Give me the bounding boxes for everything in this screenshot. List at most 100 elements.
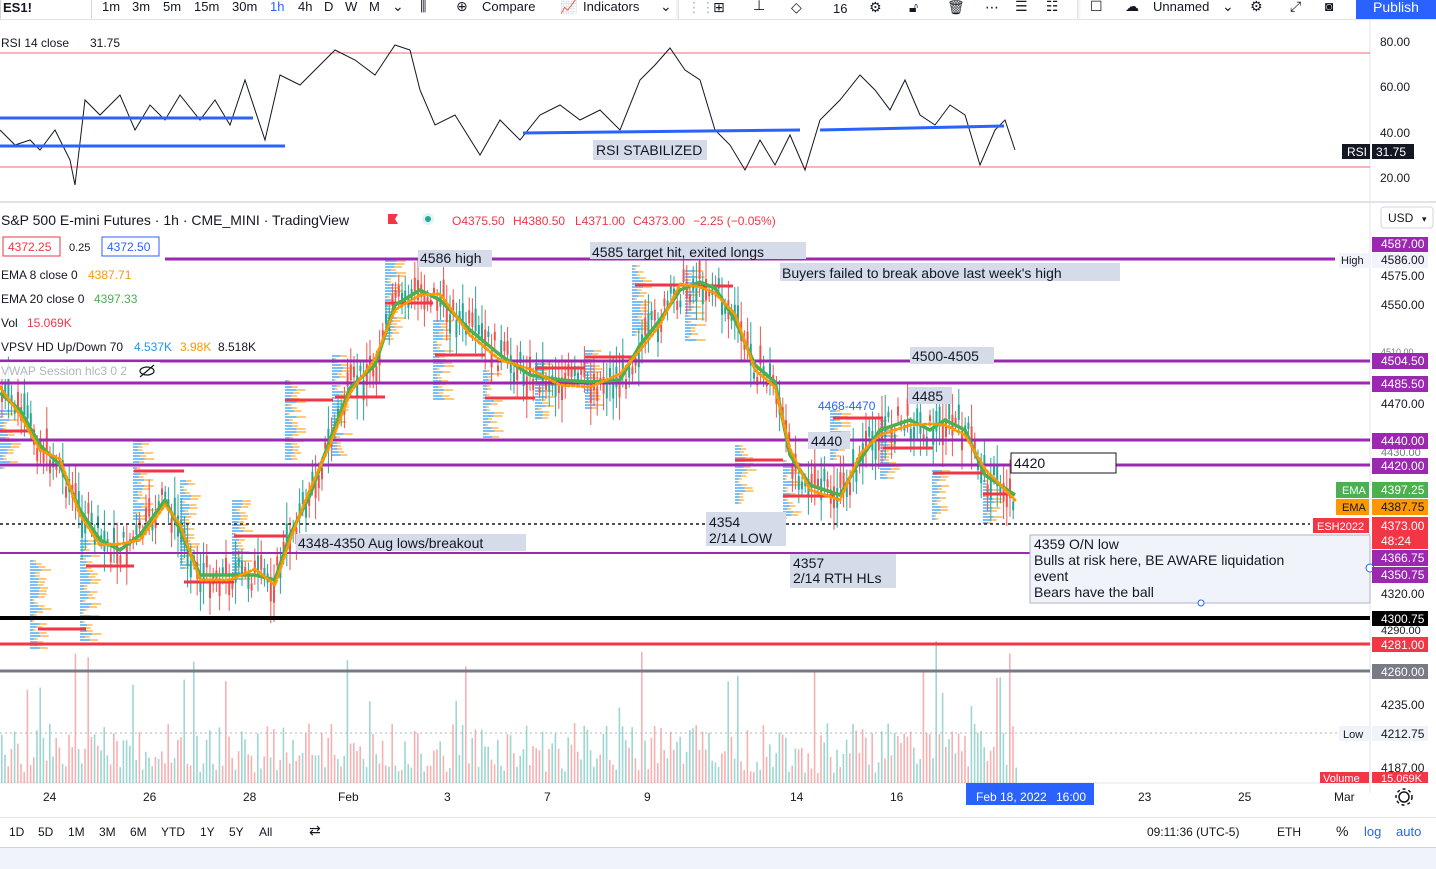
- currency-button[interactable]: [1380, 206, 1434, 229]
- ema20-legend[interactable]: EMA 20 close 0: [1, 292, 85, 306]
- annotation-buyers-failed[interactable]: Buyers failed to break above last week's…: [782, 265, 1062, 281]
- annotation-4440[interactable]: 4440: [811, 433, 842, 449]
- vol-legend[interactable]: Vol: [1, 316, 18, 330]
- line-width-value[interactable]: 16: [833, 1, 848, 16]
- interval-5m[interactable]: 5m: [163, 0, 182, 14]
- sliders-icon[interactable]: ☷: [1046, 0, 1059, 14]
- percent-toggle[interactable]: %: [1336, 823, 1349, 839]
- range-5y[interactable]: 5Y: [229, 825, 244, 839]
- range-6m[interactable]: 6M: [130, 825, 147, 839]
- chevron-down-icon[interactable]: ⌄: [660, 0, 672, 14]
- annotation-2-14-low[interactable]: 2/14 LOW: [709, 530, 773, 546]
- annotation-note-line[interactable]: Bears have the ball: [1034, 584, 1154, 600]
- annotation-rth-hls[interactable]: 2/14 RTH HLs: [793, 570, 881, 586]
- drag-handle-icon[interactable]: ⋮⋮: [687, 0, 715, 15]
- ema8-legend[interactable]: EMA 8 close 0: [1, 268, 78, 282]
- interval-m[interactable]: M: [369, 0, 380, 14]
- annotation-4586-high[interactable]: 4586 high: [420, 250, 482, 266]
- auto-toggle[interactable]: auto: [1396, 824, 1422, 839]
- annotation-4357[interactable]: 4357: [793, 555, 824, 571]
- lock-icon[interactable]: 🔓︎: [909, 0, 919, 15]
- interval-4h[interactable]: 4h: [298, 0, 313, 14]
- annotation-note-line[interactable]: 4359 O/N low: [1034, 536, 1120, 552]
- annotation-box[interactable]: [790, 554, 896, 588]
- chart-area[interactable]: RSI STABILIZED RSI 14 close 31.75 80.00 …: [0, 20, 1436, 817]
- gear-icon[interactable]: ⚙: [869, 0, 882, 15]
- publish-button[interactable]: Publish: [1356, 0, 1436, 19]
- range-1y[interactable]: 1Y: [200, 825, 215, 839]
- indicators-icon[interactable]: 📈: [560, 0, 578, 14]
- annotation-note-line[interactable]: event: [1034, 568, 1068, 584]
- camera-icon[interactable]: ◙: [1325, 0, 1334, 14]
- time-axis[interactable]: 24 26 28 Feb 3 7 9 14 16 Feb 18, 2022 16…: [43, 783, 1413, 806]
- annotation-aug-lows[interactable]: 4348-4350 Aug lows/breakout: [298, 535, 483, 551]
- ask-button[interactable]: [101, 236, 160, 257]
- chevron-down-icon[interactable]: ⌄: [392, 0, 404, 14]
- annotation-note-box[interactable]: [1029, 534, 1371, 604]
- annotation-box[interactable]: [296, 534, 526, 551]
- interval-3m[interactable]: 3m: [132, 0, 151, 14]
- interval-1m[interactable]: 1m: [102, 0, 121, 14]
- interval-w[interactable]: W: [345, 0, 358, 14]
- interval-15m[interactable]: 15m: [194, 0, 220, 14]
- annotation-box[interactable]: [808, 432, 850, 449]
- session-toggle[interactable]: ETH: [1277, 825, 1301, 839]
- cloud-icon[interactable]: ☁: [1125, 0, 1139, 14]
- interval-1h[interactable]: 1h: [270, 0, 285, 14]
- rsi-trendline[interactable]: [522, 128, 801, 135]
- flag-icon[interactable]: [388, 214, 398, 224]
- line-color-icon[interactable]: ⊥: [753, 0, 766, 13]
- annotation-box[interactable]: [418, 250, 492, 267]
- gear-icon[interactable]: ⚙: [1250, 0, 1263, 14]
- annotation-box[interactable]: [1010, 452, 1117, 474]
- more-icon[interactable]: ⋯: [985, 0, 999, 15]
- eye-off-icon[interactable]: [139, 364, 155, 378]
- bid-button[interactable]: [2, 236, 61, 257]
- range-1d[interactable]: 1D: [9, 825, 25, 839]
- annotation-box[interactable]: [780, 263, 1120, 281]
- expand-icon[interactable]: ⤢: [1290, 0, 1302, 14]
- annotation-4468-4470[interactable]: 4468-4470: [818, 399, 876, 413]
- annotation-4500-4505[interactable]: 4500-4505: [912, 348, 979, 364]
- range-5d[interactable]: 5D: [38, 825, 54, 839]
- annotation-4420[interactable]: 4420: [1014, 455, 1045, 471]
- template-icon[interactable]: ⊞: [713, 0, 725, 15]
- note-resize-handle[interactable]: [1197, 599, 1205, 607]
- rsi-trendline[interactable]: [819, 124, 1005, 132]
- layout-name[interactable]: Unnamed: [1153, 0, 1210, 14]
- vpsv-legend[interactable]: VPSV HD Up/Down 70: [1, 340, 123, 354]
- list-icon[interactable]: ☰: [1015, 0, 1028, 14]
- settings-gear-icon[interactable]: [1395, 788, 1413, 806]
- range-ytd[interactable]: YTD: [161, 825, 185, 839]
- annotation-box[interactable]: [706, 512, 786, 546]
- fill-color-icon[interactable]: ◇: [791, 0, 802, 15]
- trash-icon[interactable]: 🗑︎: [947, 0, 965, 15]
- interval-30m[interactable]: 30m: [232, 0, 258, 14]
- annotation-note-line[interactable]: Bulls at risk here, BE AWARE liquidation: [1034, 552, 1284, 568]
- interval-d[interactable]: D: [324, 0, 334, 14]
- plus-circle-icon[interactable]: ⊕: [456, 0, 468, 14]
- date-range-icon[interactable]: ⇄: [309, 822, 321, 838]
- currency-label[interactable]: USD: [1388, 211, 1414, 225]
- range-1m[interactable]: 1M: [68, 825, 85, 839]
- rsi-annotation[interactable]: RSI STABILIZED: [596, 142, 702, 158]
- chevron-down-icon[interactable]: ⌄: [1222, 0, 1234, 14]
- fullscreen-box-icon[interactable]: ☐: [1090, 0, 1103, 14]
- chart-title[interactable]: S&P 500 E-mini Futures · 1h · CME_MINI ·…: [1, 212, 350, 228]
- range-3m[interactable]: 3M: [99, 825, 116, 839]
- vwap-legend[interactable]: VWAP Session hlc3 0 2: [1, 364, 127, 378]
- annotation-box[interactable]: [910, 347, 994, 364]
- bid-price[interactable]: 4372.25: [8, 240, 52, 254]
- annotation-box[interactable]: [908, 387, 952, 404]
- annotation-4485[interactable]: 4485: [912, 388, 943, 404]
- indicators-button[interactable]: Indicators: [583, 0, 640, 14]
- range-all[interactable]: All: [259, 825, 273, 839]
- symbol-search[interactable]: ES1!: [0, 0, 92, 19]
- log-toggle[interactable]: log: [1364, 824, 1382, 839]
- ask-price[interactable]: 4372.50: [107, 240, 151, 254]
- annotation-target-hit[interactable]: 4585 target hit, exited longs: [592, 244, 764, 260]
- price-axis[interactable]: USD ▾ 4575.00 4550.00 4510.00 4470.00 44…: [1313, 206, 1434, 785]
- annotation-box[interactable]: [590, 242, 806, 259]
- annotation-4354[interactable]: 4354: [709, 514, 740, 530]
- rsi-annotation-box[interactable]: [593, 140, 707, 160]
